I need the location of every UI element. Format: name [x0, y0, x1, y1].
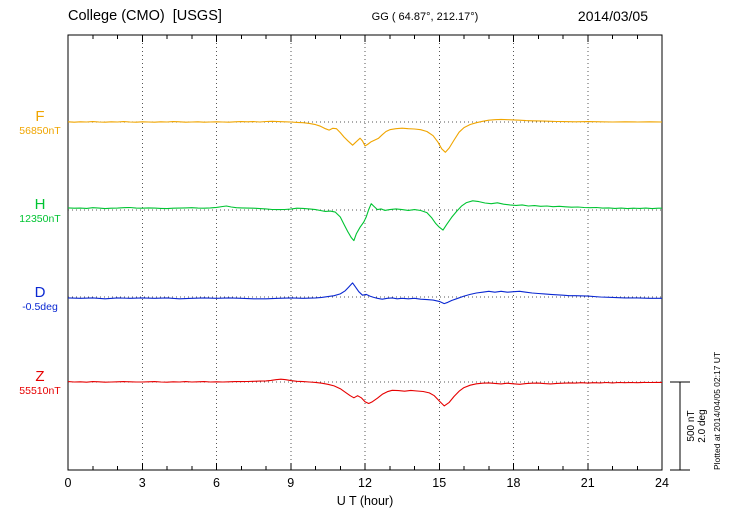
channel-baseline-D: -0.5deg	[22, 301, 58, 313]
x-axis-label: U T (hour)	[336, 494, 394, 508]
x-tick-label: 15	[432, 476, 447, 490]
trace-D	[67, 282, 662, 305]
channel-letter-Z: Z	[35, 368, 45, 385]
channel-letter-F: F	[35, 108, 45, 125]
geographic-coordinates: GG ( 64.87°, 212.17°)	[371, 11, 479, 23]
trace-Z	[67, 378, 662, 407]
x-tick-label: 12	[358, 476, 372, 490]
channel-letter-D: D	[34, 284, 46, 301]
x-tick-label: 21	[580, 476, 595, 490]
x-tick-label: 9	[287, 476, 295, 490]
x-tick-label: 0	[64, 476, 72, 490]
channel-baseline-H: 12350nT	[19, 213, 61, 225]
channel-letter-H: H	[34, 196, 46, 213]
station-title: College (CMO) [USGS]	[68, 8, 222, 24]
plot-date: 2014/03/05	[577, 8, 648, 24]
x-tick-label: 6	[213, 476, 220, 490]
scale-bar-nt-label: 500 nT	[686, 410, 697, 442]
channel-label-D: D -0.5deg	[14, 284, 66, 314]
plotted-at-note: Plotted at 2014/04/05 02:17 UT	[712, 351, 722, 470]
channel-baseline-F: 56850nT	[19, 125, 61, 137]
trace-F	[67, 118, 663, 153]
plot-border	[67, 34, 663, 471]
scale-bar-labels: 500 nT 2.0 deg	[686, 382, 708, 470]
channel-label-F: F 56850nT	[14, 108, 66, 138]
channel-label-H: H 12350nT	[14, 196, 66, 226]
channel-label-Z: Z 55510nT	[14, 368, 66, 398]
x-tick-label: 18	[506, 476, 521, 490]
channel-baseline-Z: 55510nT	[19, 385, 61, 397]
trace-H	[67, 200, 662, 242]
scale-bar-deg-label: 2.0 deg	[697, 409, 708, 443]
x-tick-label: 24	[655, 476, 669, 490]
x-tick-label: 3	[138, 476, 146, 490]
